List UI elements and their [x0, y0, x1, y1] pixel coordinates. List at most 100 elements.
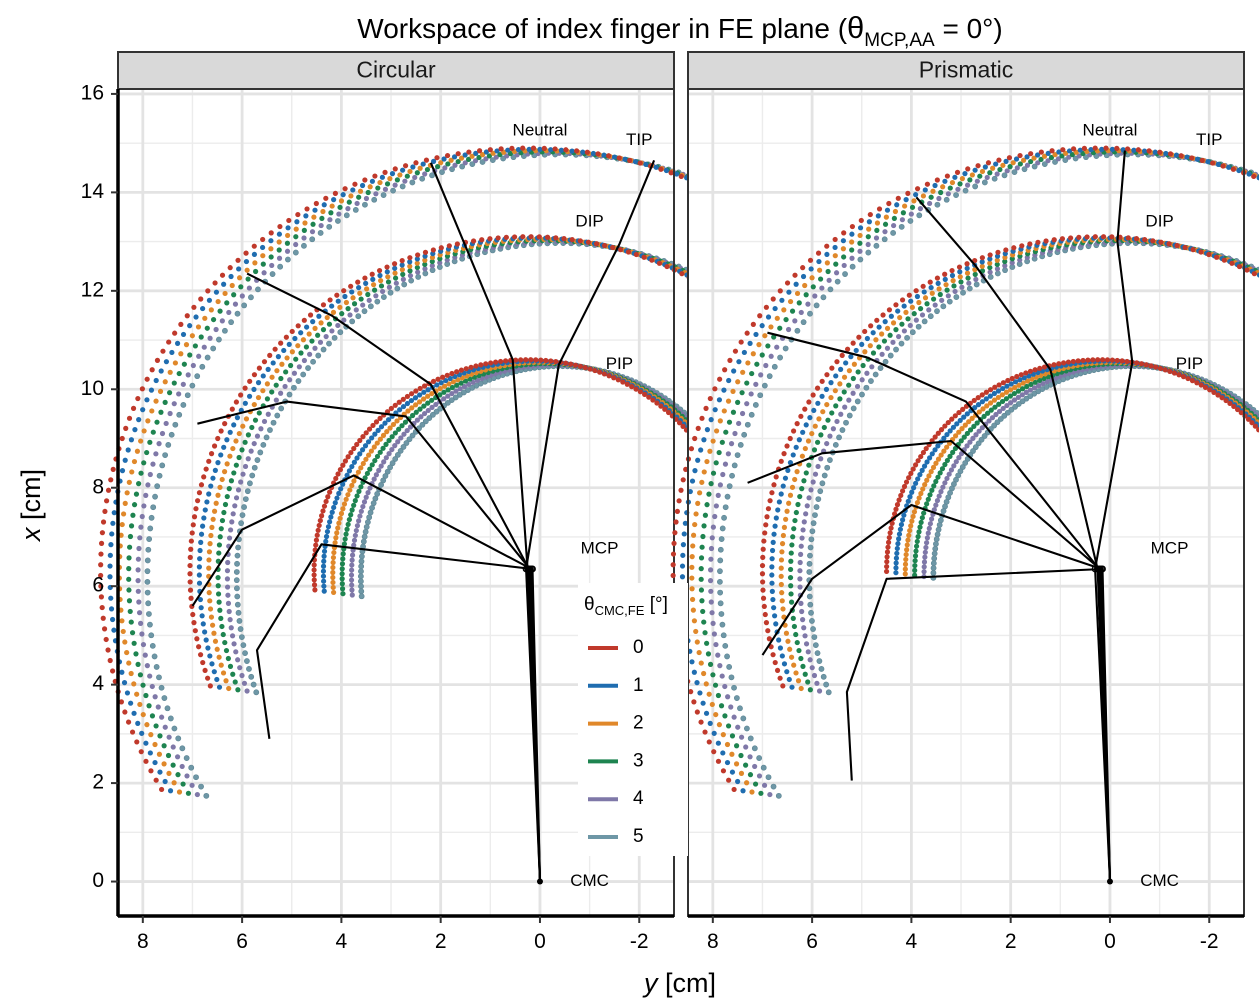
data-point — [319, 215, 325, 222]
data-point — [1051, 237, 1057, 243]
data-point — [920, 449, 927, 456]
data-point — [729, 751, 735, 757]
data-point — [363, 524, 370, 530]
data-point — [346, 468, 353, 474]
data-point — [797, 568, 803, 574]
data-point — [744, 725, 750, 732]
data-point — [806, 560, 813, 567]
data-point — [108, 542, 114, 548]
data-point — [924, 535, 930, 541]
data-point — [865, 234, 871, 240]
data-point — [904, 334, 910, 341]
data-point — [333, 475, 339, 482]
data-point — [1000, 405, 1006, 412]
data-point — [148, 387, 155, 393]
data-point — [455, 151, 461, 157]
data-point — [419, 175, 426, 182]
data-point — [771, 334, 777, 340]
data-point — [771, 363, 778, 370]
data-point — [215, 583, 221, 589]
data-point — [239, 512, 246, 518]
data-point — [717, 578, 723, 585]
data-point — [178, 351, 184, 357]
data-point — [99, 604, 105, 611]
data-point — [128, 670, 134, 677]
data-point — [329, 328, 335, 334]
data-point — [444, 257, 450, 263]
data-point — [602, 242, 608, 249]
data-point — [805, 679, 811, 685]
data-point — [797, 559, 803, 566]
data-point — [708, 588, 714, 594]
data-point — [434, 155, 440, 161]
data-point — [205, 675, 211, 681]
data-point — [437, 256, 443, 262]
data-point — [979, 168, 986, 175]
data-point — [718, 611, 725, 617]
data-point — [380, 445, 386, 451]
data-point — [487, 236, 493, 242]
data-point — [360, 503, 366, 510]
data-point — [370, 422, 376, 429]
data-point — [412, 395, 419, 401]
data-point — [896, 497, 902, 503]
data-point — [1014, 373, 1020, 380]
data-point — [922, 482, 928, 488]
data-point — [455, 158, 461, 165]
data-point — [298, 330, 304, 336]
data-point — [291, 384, 297, 391]
data-point — [1035, 160, 1041, 166]
data-point — [788, 591, 794, 597]
data-point — [974, 420, 980, 426]
data-point — [799, 535, 805, 541]
data-point — [98, 540, 105, 546]
data-point — [126, 576, 132, 582]
data-point — [633, 386, 639, 392]
data-point — [339, 586, 346, 592]
data-point — [931, 550, 938, 557]
data-point — [932, 434, 938, 440]
data-point — [452, 394, 459, 401]
data-point — [376, 267, 383, 274]
data-point — [817, 267, 823, 273]
data-point — [320, 573, 327, 579]
data-point — [935, 443, 941, 449]
data-point — [147, 673, 153, 679]
data-point — [1011, 397, 1018, 403]
data-point — [119, 669, 125, 675]
data-point — [258, 426, 264, 432]
data-point — [219, 517, 226, 524]
data-point — [1246, 171, 1252, 177]
data-point — [316, 522, 322, 529]
data-point — [773, 474, 779, 480]
data-point — [713, 460, 719, 466]
data-point — [256, 365, 262, 371]
data-point — [196, 580, 203, 586]
data-point — [157, 769, 163, 775]
data-point — [824, 372, 830, 378]
data-point — [486, 153, 493, 159]
data-point — [730, 409, 737, 415]
data-point — [358, 508, 364, 514]
data-point — [715, 652, 721, 658]
data-point — [763, 620, 770, 626]
data-point — [979, 259, 985, 265]
data-point — [161, 743, 167, 749]
data-point — [358, 558, 365, 565]
data-point — [446, 243, 452, 249]
data-point — [394, 451, 401, 458]
data-point — [991, 390, 997, 397]
data-point — [422, 266, 428, 272]
data-point — [808, 536, 815, 543]
data-point — [1009, 375, 1015, 382]
data-point — [996, 382, 1002, 388]
data-point — [931, 507, 937, 513]
data-point — [349, 507, 355, 513]
data-point — [799, 486, 805, 492]
data-point — [829, 410, 835, 416]
data-point — [950, 449, 956, 455]
data-point — [111, 510, 117, 516]
data-point — [937, 517, 944, 524]
data-point — [341, 501, 348, 507]
data-point — [407, 268, 413, 274]
